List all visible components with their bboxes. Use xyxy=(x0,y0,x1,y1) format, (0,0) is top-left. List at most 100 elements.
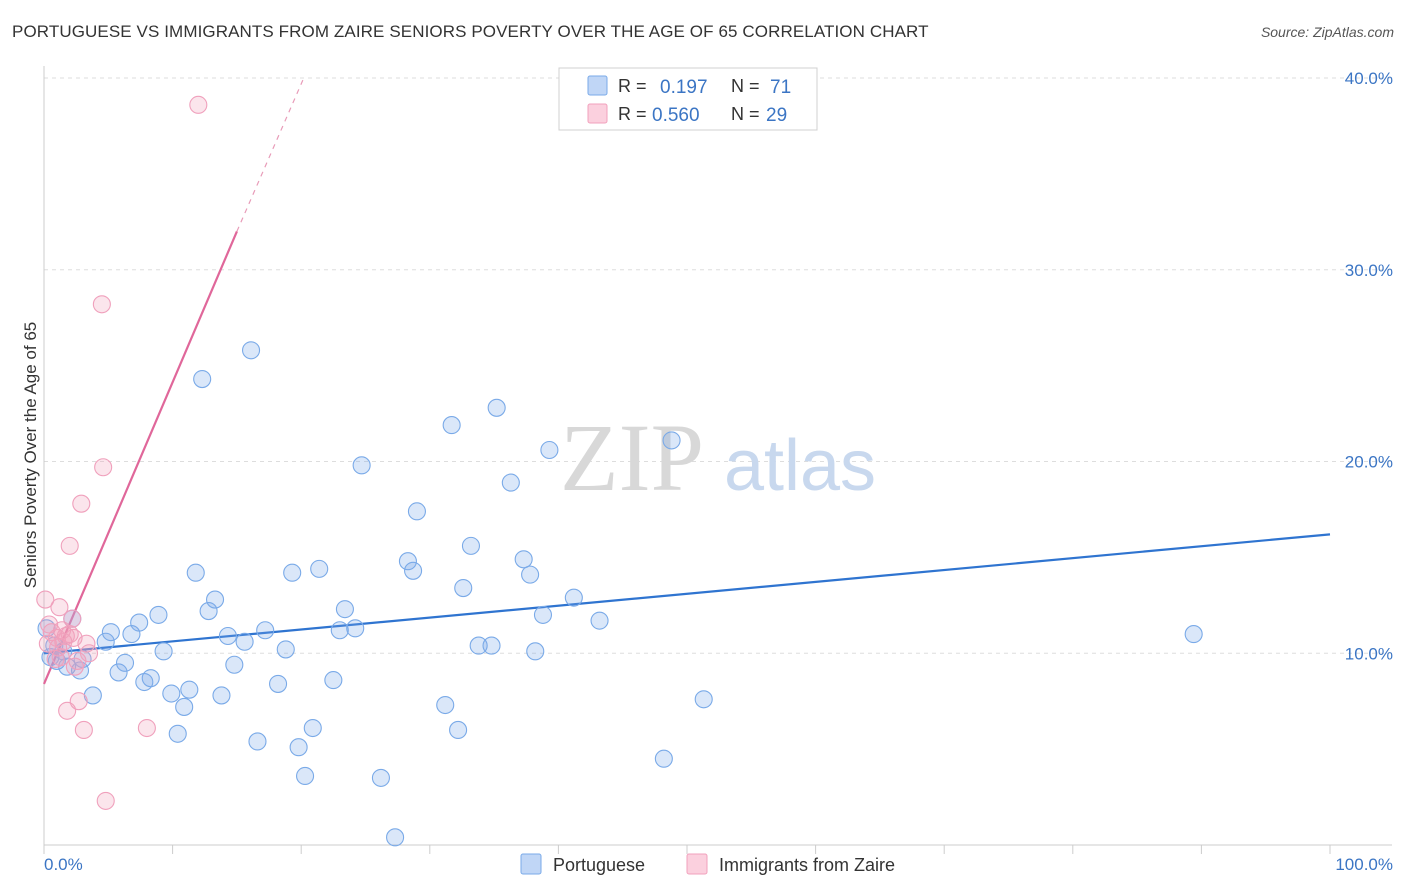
point-portuguese xyxy=(193,369,212,389)
legend-swatch-zaire xyxy=(587,103,608,124)
point-portuguese xyxy=(454,579,473,598)
point-portuguese xyxy=(407,502,426,521)
legend-r-label-1: R = xyxy=(618,76,647,96)
point-portuguese xyxy=(482,636,501,655)
point-portuguese xyxy=(521,565,540,584)
point-portuguese xyxy=(96,632,115,651)
point-zaire xyxy=(38,634,57,653)
bottom-legend-swatch-portuguese xyxy=(520,853,542,875)
point-portuguese xyxy=(303,718,322,738)
point-zaire xyxy=(96,791,115,810)
point-portuguese xyxy=(130,613,149,632)
y-tick-label-40: 40.0% xyxy=(1345,69,1393,88)
point-portuguese xyxy=(235,632,254,651)
trendlines xyxy=(42,77,1331,685)
point-zaire xyxy=(189,95,208,114)
point-portuguese xyxy=(501,473,520,492)
point-zaire xyxy=(63,609,82,628)
point-zaire xyxy=(137,718,156,738)
point-zaire xyxy=(40,615,59,634)
y-tick-label-30: 30.0% xyxy=(1345,261,1393,280)
chart-title: PORTUGUESE VS IMMIGRANTS FROM ZAIRE SENI… xyxy=(12,22,929,41)
point-portuguese xyxy=(149,605,168,624)
axes xyxy=(43,66,1392,854)
point-zaire xyxy=(74,720,93,740)
point-zaire xyxy=(69,692,88,711)
point-portuguese xyxy=(386,828,405,847)
point-portuguese xyxy=(352,456,371,475)
bottom-legend-swatch-zaire xyxy=(686,853,708,875)
point-portuguese xyxy=(248,732,267,751)
point-portuguese xyxy=(168,724,187,743)
bottom-legend-label-zaire: Immigrants from Zaire xyxy=(719,855,895,875)
legend-swatch-portuguese xyxy=(587,75,608,96)
point-portuguese xyxy=(175,697,194,716)
point-portuguese xyxy=(436,695,455,715)
watermark-zip: ZIP xyxy=(560,404,704,511)
legend-r-label-2: R = xyxy=(618,104,647,124)
legend-n-value-zaire: 29 xyxy=(766,105,787,126)
point-zaire xyxy=(94,458,113,477)
legend-n-label-1: N = xyxy=(731,76,760,96)
x-tick-label-max: 100.0% xyxy=(1335,855,1393,874)
point-portuguese xyxy=(180,680,199,699)
point-portuguese xyxy=(694,690,713,709)
point-portuguese xyxy=(469,636,488,655)
legend-r-value-zaire: 0.560 xyxy=(652,105,700,126)
point-portuguese xyxy=(218,626,237,646)
point-zaire xyxy=(51,648,70,667)
point-portuguese xyxy=(540,440,559,460)
point-portuguese xyxy=(564,588,583,607)
point-portuguese xyxy=(346,619,365,638)
point-zaire xyxy=(92,295,111,314)
point-portuguese xyxy=(115,653,135,672)
point-portuguese xyxy=(269,674,288,693)
point-portuguese xyxy=(154,642,173,661)
point-portuguese xyxy=(162,684,181,703)
legend-n-value-portuguese: 71 xyxy=(770,77,791,98)
x-tick-label-min: 0.0% xyxy=(44,855,83,874)
y-tick-label-20: 20.0% xyxy=(1345,453,1393,472)
y-tick-label-10: 10.0% xyxy=(1345,644,1393,663)
gridlines xyxy=(44,77,1392,654)
point-zaire xyxy=(60,536,79,555)
point-portuguese xyxy=(283,563,302,582)
point-portuguese xyxy=(1184,625,1203,644)
point-portuguese xyxy=(662,431,681,450)
point-portuguese xyxy=(141,669,160,688)
watermark-atlas: atlas xyxy=(724,426,876,506)
point-portuguese xyxy=(487,398,506,417)
point-portuguese xyxy=(526,642,545,661)
legend-r-value-portuguese: 0.197 xyxy=(660,77,708,98)
point-portuguese xyxy=(289,738,308,757)
point-portuguese xyxy=(225,655,244,674)
point-portuguese xyxy=(449,720,468,740)
point-portuguese xyxy=(335,600,354,619)
point-zaire xyxy=(36,590,55,609)
point-portuguese xyxy=(461,536,481,555)
trendline-portuguese xyxy=(43,533,1331,655)
point-portuguese xyxy=(296,766,315,786)
trendline-zaire xyxy=(42,230,238,685)
point-portuguese xyxy=(398,552,417,571)
point-zaire xyxy=(60,625,79,644)
point-portuguese xyxy=(330,621,349,640)
data-points xyxy=(36,95,1203,847)
point-portuguese xyxy=(205,590,225,609)
point-portuguese xyxy=(533,605,553,624)
point-portuguese xyxy=(256,621,275,640)
point-portuguese xyxy=(514,550,533,569)
y-axis-label: Seniors Poverty Over the Age of 65 xyxy=(21,322,40,588)
legend-n-label-2: N = xyxy=(731,104,760,124)
legend-box: R = 0.197 N = 71 R = 0.560 N = 29 xyxy=(558,67,818,131)
point-portuguese xyxy=(590,611,609,630)
point-portuguese xyxy=(404,561,423,580)
point-zaire xyxy=(68,651,87,670)
point-portuguese xyxy=(186,563,205,582)
point-portuguese xyxy=(101,623,120,642)
bottom-legend-label-portuguese: Portuguese xyxy=(553,855,645,875)
point-portuguese xyxy=(654,749,673,768)
point-portuguese xyxy=(212,686,231,705)
watermark: ZIP atlas xyxy=(560,404,876,511)
bottom-legend: Portuguese Immigrants from Zaire xyxy=(520,853,895,875)
